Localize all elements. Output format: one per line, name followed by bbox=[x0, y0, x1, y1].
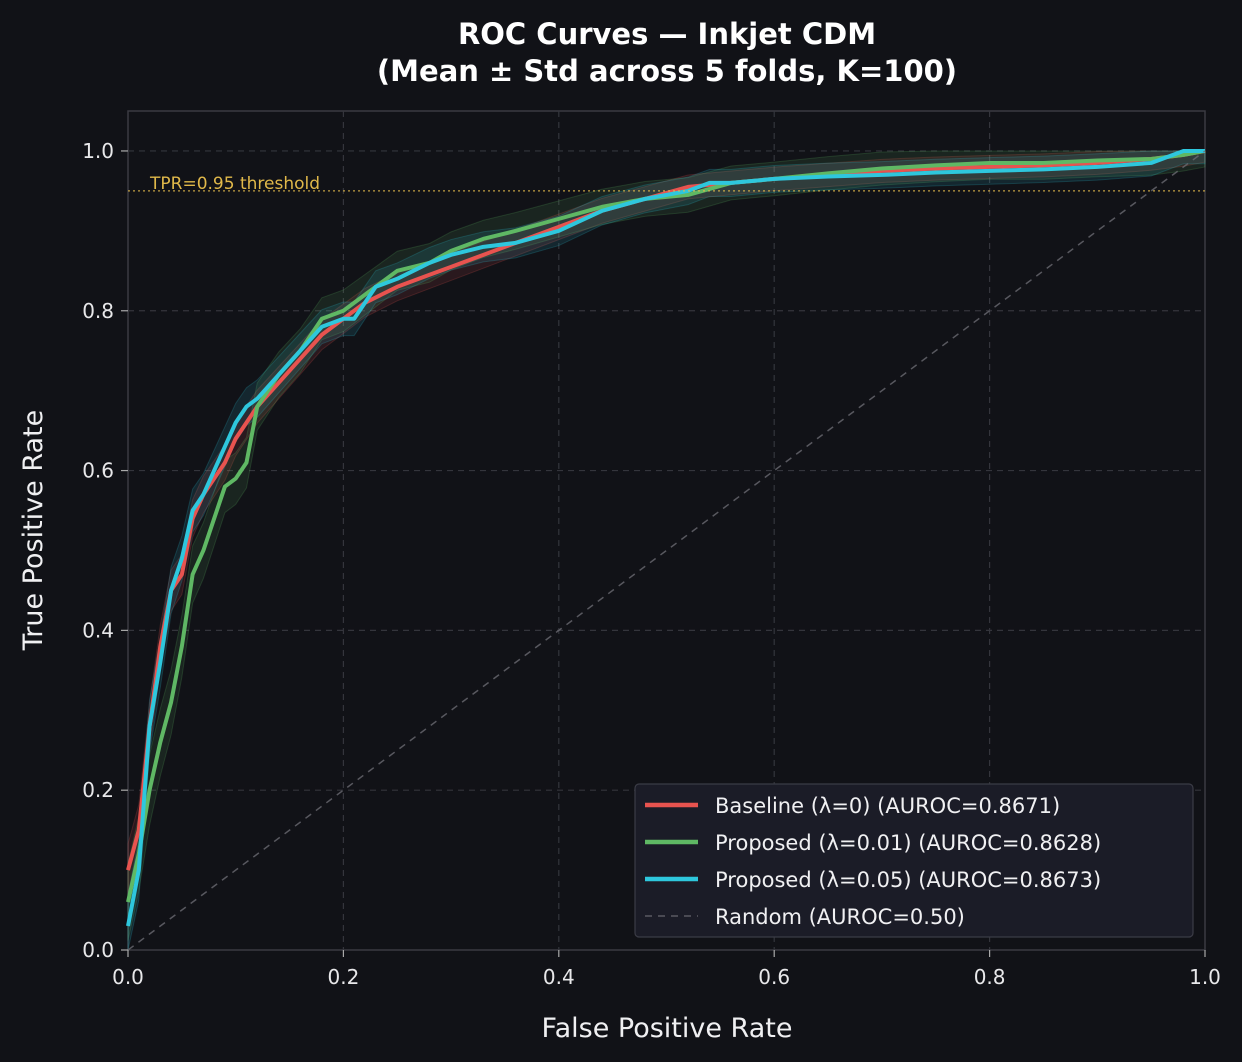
grid-lines bbox=[128, 111, 1205, 950]
series-line-3 bbox=[127, 150, 1206, 951]
y-tick-label: 0.6 bbox=[82, 459, 114, 483]
std-band-2 bbox=[127, 150, 1206, 951]
legend-label-3: Random (AUROC=0.50) bbox=[715, 905, 965, 929]
y-tick-label: 0.0 bbox=[82, 938, 114, 962]
x-tick-label: 1.0 bbox=[1189, 965, 1221, 989]
legend: Baseline (λ=0) (AUROC=0.8671) Proposed (λ… bbox=[634, 783, 1194, 938]
y-tick-label: 1.0 bbox=[82, 139, 114, 163]
y-tick-label: 0.4 bbox=[82, 618, 114, 642]
series-line-2 bbox=[126, 148, 1205, 927]
threshold-line: TPR=0.95 threshold bbox=[128, 174, 1205, 194]
legend-label-2: Proposed (λ=0.05) (AUROC=0.8673) bbox=[715, 868, 1101, 892]
chart-title: ROC Curves — Inkjet CDM bbox=[458, 17, 876, 51]
y-tick-label: 0.2 bbox=[82, 778, 114, 802]
series-lines bbox=[126, 148, 1206, 951]
std-band-1 bbox=[127, 150, 1206, 941]
legend-label-0: Baseline (λ=0) (AUROC=0.8671) bbox=[715, 794, 1060, 818]
x-tick-label: 0.0 bbox=[112, 965, 144, 989]
x-tick-label: 0.8 bbox=[974, 965, 1006, 989]
threshold-label: TPR=0.95 threshold bbox=[149, 174, 320, 194]
legend-box bbox=[634, 783, 1194, 938]
legend-label-1: Proposed (λ=0.01) (AUROC=0.8628) bbox=[715, 831, 1101, 855]
y-axis-label: True Positive Rate bbox=[18, 410, 49, 652]
chart-subtitle: (Mean ± Std across 5 folds, K=100) bbox=[377, 54, 957, 88]
std-bands bbox=[127, 150, 1206, 951]
x-tick-label: 0.4 bbox=[543, 965, 575, 989]
y-tick-label: 0.8 bbox=[82, 299, 114, 323]
y-tick-labels: 0.0 0.2 0.4 0.6 0.8 1.0 bbox=[82, 139, 128, 962]
x-tick-label: 0.2 bbox=[327, 965, 359, 989]
x-tick-label: 0.6 bbox=[758, 965, 790, 989]
std-band-0 bbox=[127, 150, 1206, 897]
x-axis-label: False Positive Rate bbox=[542, 1013, 793, 1044]
series-line-1 bbox=[126, 148, 1206, 903]
x-tick-labels: 0.0 0.2 0.4 0.6 0.8 1.0 bbox=[112, 950, 1221, 989]
